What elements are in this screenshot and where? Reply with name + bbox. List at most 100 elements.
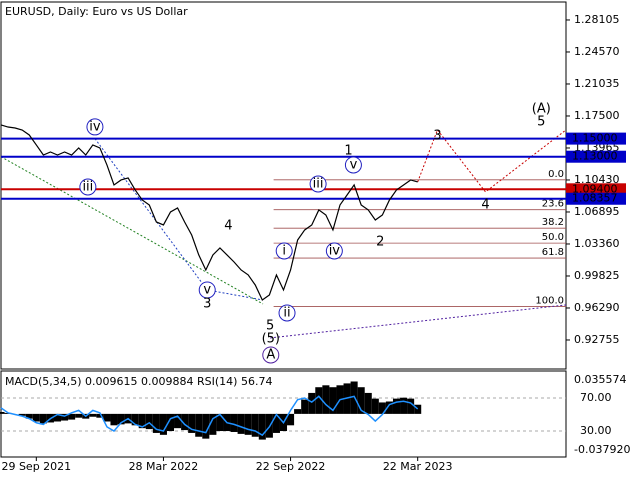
indicator-label: MACD(5,34,5) 0.009615 0.009884 RSI(14) 5… <box>5 375 272 388</box>
macd-bar <box>244 413 252 435</box>
x-tick-label: 22 Mar 2023 <box>383 460 453 473</box>
y-tick-label: 0.92755 <box>574 333 620 346</box>
macd-bar <box>89 413 97 417</box>
y-tick-label: 1.06895 <box>574 205 620 218</box>
macd-bar <box>230 413 238 432</box>
macd-bar <box>131 413 139 426</box>
macd-bar <box>53 413 62 422</box>
macd-bar <box>152 413 160 433</box>
macd-tick-label: 0.035574 <box>574 373 627 386</box>
fib-label: 61.8 <box>542 247 564 258</box>
trendline <box>417 128 567 193</box>
wave-label: ii <box>283 305 290 320</box>
macd-bar <box>68 413 76 420</box>
macd-bar <box>301 399 309 414</box>
fib-label: 50.0 <box>542 232 564 243</box>
wave-label: 4 <box>481 197 489 212</box>
macd-bar <box>378 402 386 414</box>
wave-label: 5 <box>266 318 274 333</box>
wave-circle <box>275 242 293 260</box>
macd-bar <box>407 398 415 414</box>
macd-bar <box>216 413 224 432</box>
level-box <box>566 183 626 196</box>
macd-tick-label: -0.037920 <box>574 443 630 456</box>
macd-bar <box>96 413 104 418</box>
macd-bar <box>251 413 259 437</box>
x-tick-label: 29 Sep 2021 <box>1 460 71 473</box>
macd-bar <box>159 413 167 435</box>
wave-circle <box>278 304 296 322</box>
macd-bar <box>166 413 175 432</box>
trendline <box>270 304 567 339</box>
macd-bar <box>174 413 182 429</box>
wave-circle <box>198 281 216 299</box>
wave-label: iii <box>313 176 324 191</box>
rsi-line <box>0 395 419 437</box>
macd-bar <box>315 387 323 414</box>
wave-circle <box>344 156 362 174</box>
level-label: 1.13000 <box>572 150 618 163</box>
y-tick-label: 1.28105 <box>574 13 620 26</box>
wave-label: v <box>203 282 211 297</box>
level-label: 1.08357 <box>572 192 618 205</box>
fib-label: 100.0 <box>535 295 564 306</box>
fib-label: 38.2 <box>542 217 564 228</box>
macd-bar <box>392 398 401 414</box>
macd-bar <box>0 411 5 414</box>
level-label: 1.09400 <box>572 182 618 195</box>
macd-bar <box>32 413 40 422</box>
y-tick-label: 1.24570 <box>574 45 620 58</box>
y-tick-label: 1.21035 <box>574 77 620 90</box>
wave-label: 4 <box>224 218 232 233</box>
macd-bar <box>237 413 245 434</box>
wave-label: iii <box>82 179 93 194</box>
y-tick-label: 1.17500 <box>574 109 620 122</box>
wave-label: 2 <box>376 234 384 249</box>
level-label: 1.15000 <box>572 132 618 145</box>
macd-bar <box>400 397 408 414</box>
wave-label: iv <box>329 243 341 258</box>
x-tick-label: 28 Mar 2022 <box>129 460 199 473</box>
macd-bar <box>329 387 337 414</box>
macd-bar <box>385 401 393 414</box>
macd-bar <box>322 385 330 414</box>
fib-label: 0.0 <box>548 169 564 180</box>
wave-label: iv <box>89 119 101 134</box>
y-tick-label: 1.03360 <box>574 237 620 250</box>
macd-bar <box>181 413 189 431</box>
wave-circle <box>86 118 104 136</box>
x-tick-label: 22 Sep 2022 <box>256 460 326 473</box>
macd-bar <box>61 413 69 421</box>
macd-bar <box>272 413 280 433</box>
macd-bar <box>195 413 203 437</box>
macd-bar <box>357 387 365 414</box>
wave-label: 3 <box>433 128 441 143</box>
level-box <box>566 132 626 145</box>
macd-bar <box>117 413 125 425</box>
wave-label: A <box>266 347 275 362</box>
wave-label: i <box>282 243 286 258</box>
y-tick-label: 0.99825 <box>574 269 620 282</box>
rsi-tick-label: 30.00 <box>580 424 612 437</box>
macd-bar <box>258 413 266 440</box>
macd-bar <box>364 392 372 414</box>
macd-bar <box>287 413 295 426</box>
macd-bar <box>202 413 210 439</box>
rsi-tick-label: 70.00 <box>580 391 612 404</box>
macd-bar <box>145 413 153 430</box>
y-tick-label: 1.10430 <box>574 173 620 186</box>
wave-circle <box>325 242 343 260</box>
wave-circle <box>79 178 97 196</box>
wave-label: 3 <box>203 296 211 311</box>
level-box <box>566 150 626 163</box>
wave-circle <box>309 175 327 193</box>
wave-label: 1 <box>344 144 352 159</box>
macd-bar <box>414 404 422 414</box>
macd-bar <box>209 413 217 435</box>
price-line <box>0 124 418 301</box>
macd-bar <box>308 392 316 414</box>
macd-bar <box>25 413 33 419</box>
wave-label: 5 <box>537 114 545 129</box>
macd-bar <box>75 413 83 418</box>
